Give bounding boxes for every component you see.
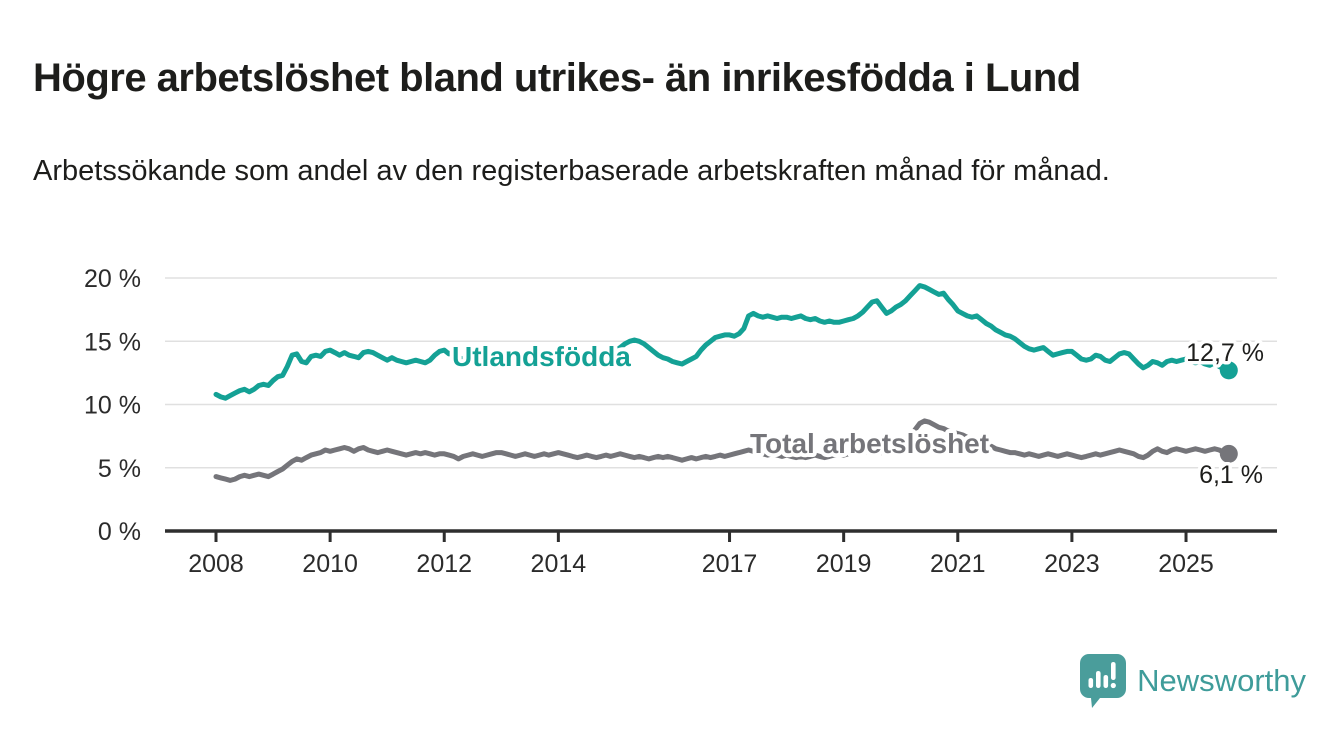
series-end-dot-0 [1219, 361, 1238, 380]
y-tick-label: 0 % [98, 518, 141, 546]
x-tick-label: 2017 [702, 550, 758, 578]
series-line-0 [213, 283, 1232, 401]
x-tick-label: 2008 [188, 550, 244, 578]
chart-area: 2008 2010 2012 2014 2017 2019 2021 2023 2025 0 % 5… [0, 220, 1340, 600]
series-label-1: Total arbetslöshet [750, 428, 989, 459]
series-end-dot-1 [1219, 444, 1238, 463]
chart-svg: 2008 2010 2012 2014 2017 2019 2021 2023 2025 0 % 5… [84, 265, 1277, 578]
y-tick-label: 5 % [98, 455, 141, 483]
newsworthy-logo-text: Newsworthy [1137, 663, 1306, 698]
series-label-0: Utlandsfödda [452, 341, 631, 372]
y-tick-label: 20 % [84, 265, 141, 293]
series-value-label-0: 12,7 % [1186, 339, 1264, 367]
y-tick-label: 10 % [84, 392, 141, 420]
x-tick-label: 2025 [1158, 550, 1214, 578]
x-tick-label: 2021 [930, 550, 986, 578]
series-line-1 [213, 418, 1232, 483]
x-tick-label: 2023 [1044, 550, 1100, 578]
x-tick-label: 2019 [816, 550, 872, 578]
bar-chart-speech-bubble-icon [1080, 654, 1127, 708]
x-tick-label: 2010 [302, 550, 358, 578]
page-subtitle: Arbetssökande som andel av den registerb… [33, 155, 1110, 187]
x-tick-label: 2014 [531, 550, 587, 578]
x-tick-label: 2012 [416, 550, 472, 578]
page-title: Högre arbetslöshet bland utrikes- än inr… [33, 55, 1081, 100]
series-value-label-1: 6,1 % [1199, 461, 1263, 489]
newsworthy-logo: Newsworthy [1080, 654, 1306, 708]
y-tick-label: 15 % [84, 328, 141, 356]
